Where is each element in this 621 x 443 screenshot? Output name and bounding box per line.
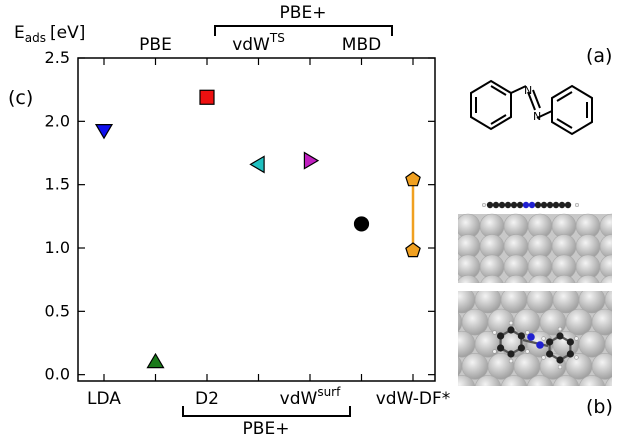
plot-frame — [78, 58, 435, 381]
panel-label-c: (c) — [8, 87, 33, 109]
point-vdw-surf — [304, 153, 318, 169]
y-tick-label: 1.0 — [45, 238, 70, 257]
point-vdw-ts — [251, 156, 265, 172]
panel-label-a: (a) — [586, 45, 612, 67]
top-bracket-label: PBE+ — [280, 3, 327, 23]
bottom-label-vdw-df*: vdW-DF* — [376, 389, 450, 409]
nitrogen-atom-1: N — [524, 84, 532, 97]
y-tick-label: 1.5 — [45, 175, 70, 194]
top-label-vdw: vdWTS — [232, 31, 285, 55]
top-label-mbd: MBD — [342, 35, 381, 55]
y-axis-title: Eads [eV] — [14, 23, 85, 45]
point-mbd — [355, 217, 369, 231]
top-view-image — [436, 287, 621, 401]
point-vdw-df-lower — [406, 243, 420, 257]
point-vdw-df-upper — [406, 172, 420, 186]
bottom-label-d2: D2 — [195, 389, 219, 409]
point-lda — [96, 125, 112, 139]
y-tick-label: 0.0 — [45, 365, 70, 384]
y-axis: 0.0 0.5 1.0 1.5 2.0 2.5 — [45, 48, 435, 384]
y-tick-label: 0.5 — [45, 301, 70, 320]
point-pbe — [148, 354, 164, 368]
data-points — [96, 90, 420, 367]
nitrogen-atom-2: N — [533, 110, 541, 123]
side-view-image — [456, 202, 621, 299]
y-tick-label: 2.5 — [45, 48, 70, 67]
bottom-labels: LDA D2 vdWsurf vdW-DF* — [87, 385, 450, 409]
y-tick-label: 2.0 — [45, 111, 70, 130]
top-labels: PBE vdWTS MBD — [139, 31, 381, 55]
point-d2 — [200, 90, 214, 104]
bottom-label-vdw: vdWsurf — [280, 385, 341, 409]
bottom-label-lda: LDA — [87, 389, 121, 409]
bottom-bracket-label: PBE+ — [243, 419, 290, 439]
panel-label-b: (b) — [586, 396, 613, 418]
top-label-pbe: PBE — [139, 35, 172, 55]
